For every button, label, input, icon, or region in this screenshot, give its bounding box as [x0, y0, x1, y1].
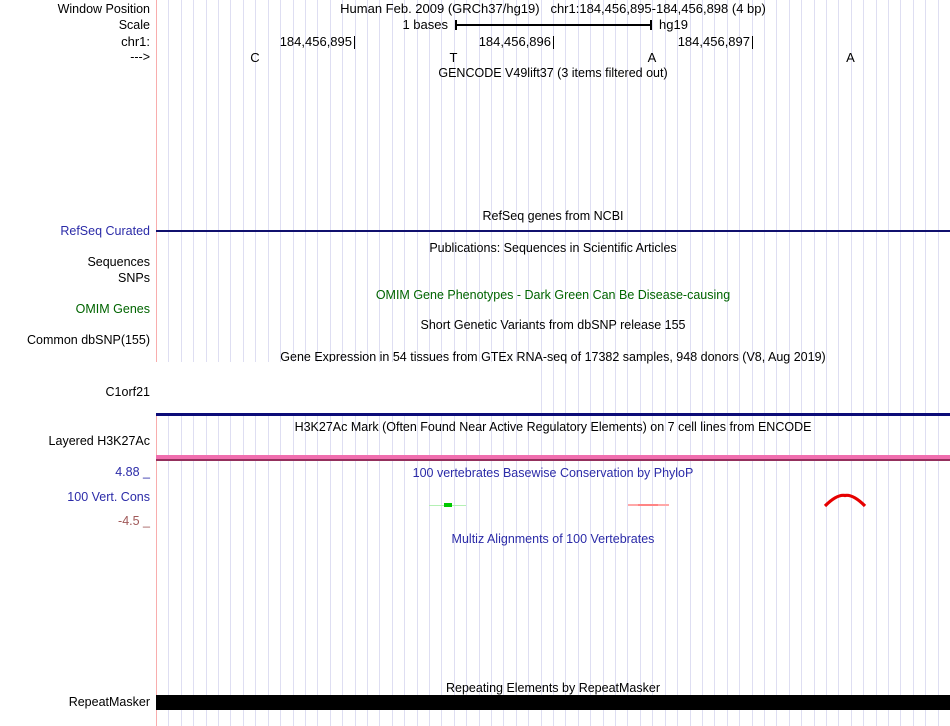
- scale-value: 1 bases: [402, 17, 448, 32]
- base-guideline: [788, 0, 790, 726]
- chrom-label: chr1:: [121, 34, 150, 49]
- phylop-track-title: 100 vertebrates Basewise Conservation by…: [412, 466, 694, 480]
- base-guideline: [565, 0, 567, 726]
- omim-track-title: OMIM Gene Phenotypes - Dark Green Can Be…: [375, 288, 731, 302]
- h3k27ac-track-title: H3K27Ac Mark (Often Found Near Active Re…: [294, 420, 812, 434]
- scale-genome: hg19: [659, 17, 688, 32]
- gtex-track-title: Gene Expression in 54 tissues from GTEx …: [280, 350, 826, 364]
- base-guideline: [888, 0, 889, 726]
- base-guideline: [739, 0, 741, 726]
- gencode-track-title: GENCODE V49lift37 (3 items filtered out): [438, 66, 668, 80]
- base-guideline: [813, 0, 815, 726]
- publications-track-title: Publications: Sequences in Scientific Ar…: [429, 241, 677, 255]
- base-guideline: [540, 0, 542, 726]
- base-guideline: [726, 0, 728, 726]
- window-position-label: Window Position: [57, 2, 150, 16]
- base-guideline: [553, 0, 554, 726]
- base-guideline: [664, 0, 666, 726]
- scale-bar-left-cap: [455, 20, 457, 30]
- base-guideline: [863, 0, 865, 726]
- base-guideline: [701, 0, 703, 726]
- base-guideline: [875, 0, 877, 726]
- base-guideline: [602, 0, 604, 726]
- base-guideline: [801, 0, 803, 726]
- h3k27ac-label[interactable]: Layered H3K27Ac: [48, 434, 150, 448]
- coordinate-value: 184,456,896: [478, 34, 551, 49]
- gtex-plot-background: [156, 362, 538, 413]
- refseq-curated-label[interactable]: RefSeq Curated: [60, 224, 150, 238]
- base-guideline: [677, 0, 679, 726]
- phylop-mark-base4-arch: [823, 493, 867, 508]
- base-guideline: [925, 0, 927, 726]
- phylop-ymax-label: 4.88 _: [115, 465, 150, 479]
- position-range: chr1:184,456,895-184,456,898 (4 bp): [550, 1, 766, 16]
- scale-label: Scale: [118, 18, 150, 32]
- base-guideline: [627, 0, 629, 726]
- strand-label: --->: [130, 50, 150, 64]
- coordinate-tick: [553, 36, 554, 49]
- omim-genes-label[interactable]: OMIM Genes: [75, 302, 150, 316]
- h3k27ac-signal-bar[interactable]: [156, 455, 950, 459]
- base-guideline: [900, 0, 902, 726]
- phylop-mark-base2-block: [444, 503, 452, 507]
- gtex-gene-label[interactable]: C1orf21: [105, 385, 150, 399]
- scale-bar-right-cap: [650, 20, 652, 30]
- reference-base-letter: A: [846, 50, 855, 65]
- publications-snps-label[interactable]: SNPs: [118, 271, 150, 285]
- base-guideline: [577, 0, 579, 726]
- base-guideline: [937, 0, 939, 726]
- base-guideline: [763, 0, 765, 726]
- phylop-ymin-label: -4.5 _: [118, 514, 150, 528]
- phylop-label[interactable]: 100 Vert. Cons: [67, 490, 150, 504]
- refseq-track-title: RefSeq genes from NCBI: [482, 209, 624, 223]
- repeatmasker-label[interactable]: RepeatMasker: [68, 695, 150, 709]
- base-guideline: [652, 0, 654, 726]
- window-position-title: Human Feb. 2009 (GRCh37/hg19) chr1:184,4…: [156, 1, 950, 17]
- base-guideline: [838, 0, 840, 726]
- base-guideline: [751, 0, 753, 726]
- base-guideline: [689, 0, 691, 726]
- base-guideline: [912, 0, 914, 726]
- assembly-title: Human Feb. 2009 (GRCh37/hg19): [340, 1, 540, 16]
- base-guideline: [850, 0, 852, 726]
- coordinate-tick: [354, 36, 355, 49]
- coordinate-value: 184,456,897: [677, 34, 750, 49]
- base-guideline: [825, 0, 827, 726]
- common-dbsnp-label[interactable]: Common dbSNP(155): [27, 333, 150, 347]
- reference-base-letter: C: [250, 50, 260, 65]
- phylop-mark-base3-core: [638, 504, 658, 506]
- base-guideline: [590, 0, 592, 726]
- reference-base-letter: T: [449, 50, 458, 65]
- dbsnp-track-title: Short Genetic Variants from dbSNP releas…: [420, 318, 686, 332]
- h3k27ac-signal-bar-shadow: [156, 459, 950, 461]
- coordinate-value: 184,456,895: [279, 34, 352, 49]
- publications-sequences-label[interactable]: Sequences: [87, 255, 150, 269]
- scale-bar: [455, 24, 651, 26]
- base-guideline: [714, 0, 716, 726]
- repeatmasker-item-bar[interactable]: [156, 695, 950, 710]
- repeatmasker-track-title: Repeating Elements by RepeatMasker: [445, 681, 660, 695]
- base-guideline: [776, 0, 778, 726]
- multiz-track-title: Multiz Alignments of 100 Vertebrates: [451, 532, 655, 546]
- refseq-curated-item[interactable]: [156, 230, 950, 232]
- reference-base-letter: A: [647, 50, 657, 65]
- gtex-baseline: [156, 413, 950, 416]
- base-guideline: [615, 0, 616, 726]
- base-guideline: [639, 0, 641, 726]
- coordinate-tick: [752, 36, 753, 49]
